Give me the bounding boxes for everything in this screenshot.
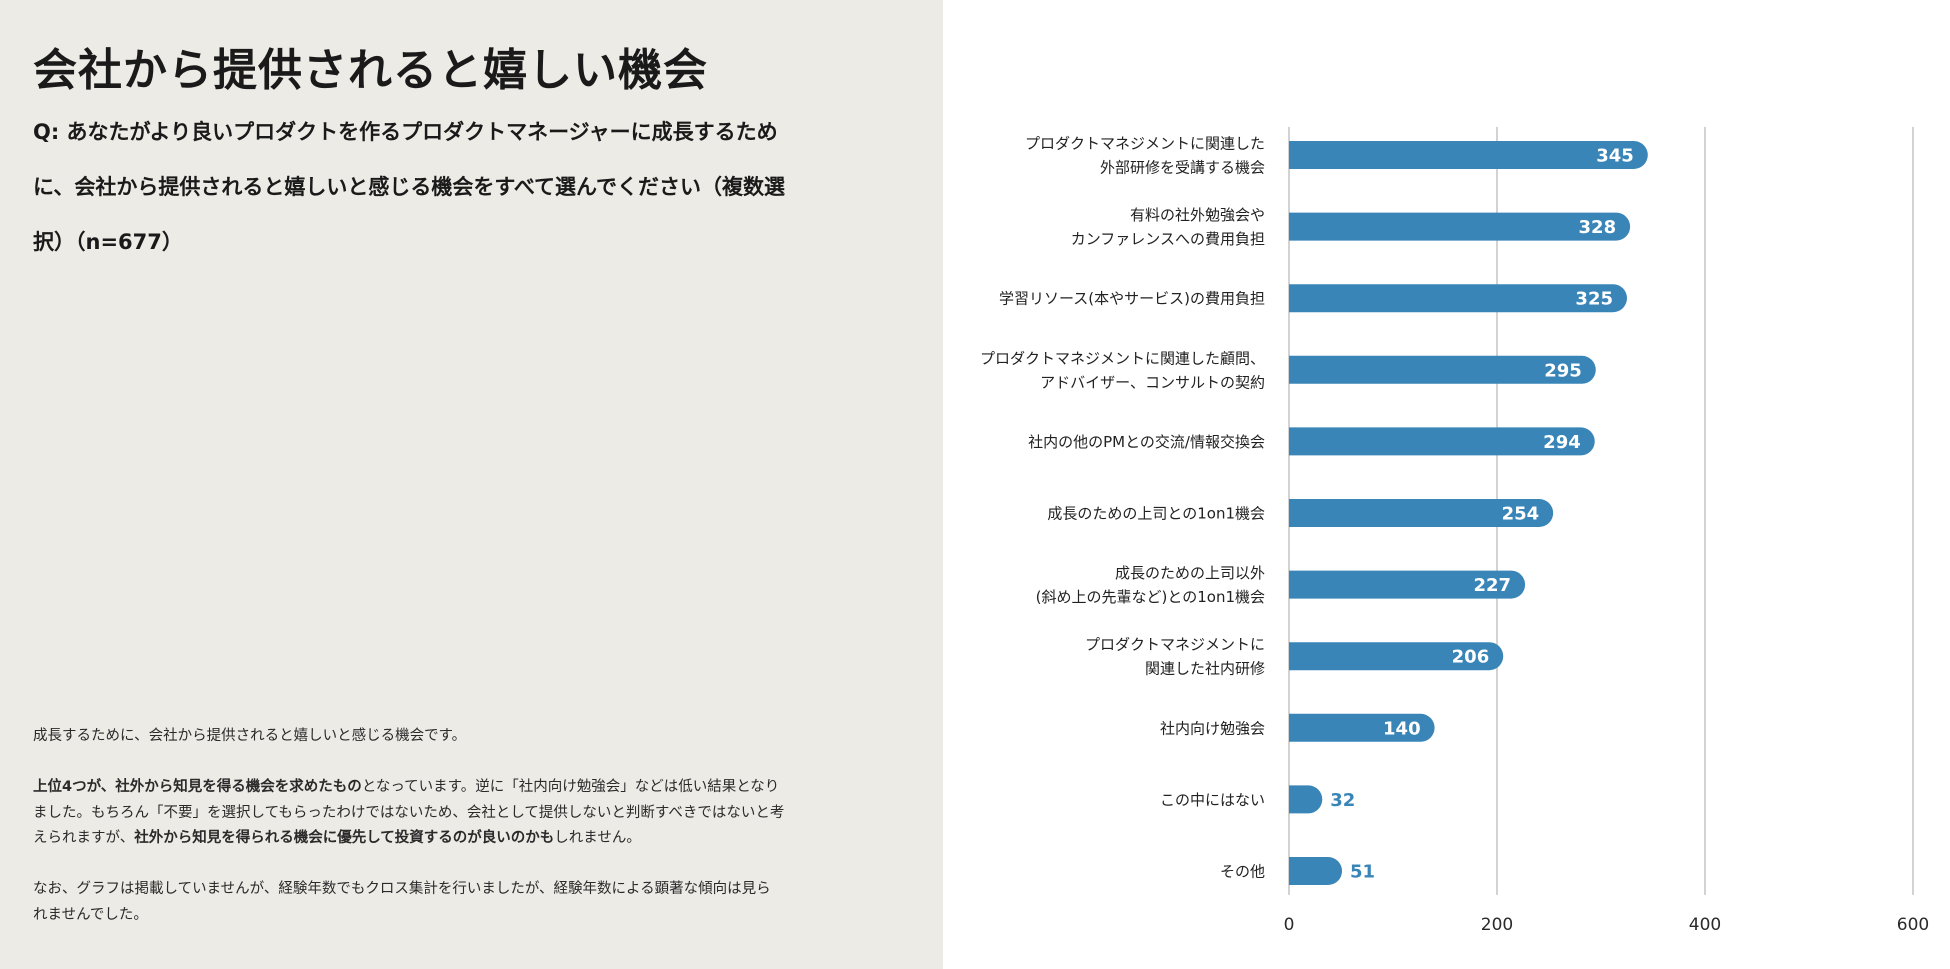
bar	[1289, 284, 1627, 313]
data-label: 51	[1350, 862, 1375, 883]
description-text-1: となっています。逆に「社内向け勉強会」などは低い結果となりました。もちろん「不要…	[33, 779, 785, 846]
data-label: 254	[1502, 504, 1540, 525]
category-label: アドバイザー、コンサルトの契約	[1040, 373, 1265, 391]
category-label: (斜め上の先輩など)との1on1機会	[1036, 588, 1265, 606]
bar-chart: 0 200 400 600 345 プロダクトマネジメントに関連した外部研修を受講する機会…	[980, 127, 1929, 935]
survey-question: Q: あなたがより良いプロダクトを作るプロダクトマネージャーに成長するために、会…	[33, 120, 786, 254]
category-label: 社内向け勉強会	[1160, 719, 1265, 737]
category-label: プロダクトマネジメントに関連した顧問、	[980, 349, 1265, 367]
data-label: 295	[1544, 360, 1582, 381]
data-label: 328	[1579, 217, 1617, 238]
data-label: 294	[1543, 432, 1581, 453]
category-label: 学習リソース(本やサービス)の費用負担	[999, 290, 1265, 308]
data-label: 206	[1452, 647, 1490, 668]
category-label: 成長のための上司以外	[1115, 564, 1265, 582]
bar	[1289, 212, 1631, 241]
x-tick-label: 600	[1897, 915, 1929, 935]
bar	[1289, 141, 1648, 169]
category-label: その他	[1220, 863, 1265, 881]
category-label: 有料の社外勉強会や	[1130, 206, 1265, 224]
category-label: この中にはない	[1160, 791, 1265, 809]
bar	[1289, 499, 1554, 527]
data-label: 345	[1596, 146, 1634, 167]
page-title: 会社から提供されると嬉しい機会	[33, 45, 708, 96]
category-label: カンファレンスへの費用負担	[1071, 230, 1265, 248]
data-label: 227	[1474, 575, 1512, 596]
data-label: 32	[1330, 790, 1355, 811]
bar	[1289, 642, 1504, 671]
x-tick-label: 400	[1689, 915, 1721, 935]
bar	[1289, 713, 1435, 742]
left-panel: 会社から提供されると嬉しい機会 Q: あなたがより良いプロダクトを作るプロダクト…	[0, 0, 943, 969]
category-label: 社内の他のPMとの交流/情報交換会	[1028, 433, 1265, 451]
x-tick-label: 200	[1481, 915, 1513, 935]
category-label: プロダクトマネジメントに関連した	[1025, 135, 1265, 153]
category-label: プロダクトマネジメントに	[1085, 636, 1265, 654]
category-label: 関連した社内研修	[1145, 660, 1265, 678]
description-paragraph-1: 成長するために、会社から提供されると嬉しいと感じる機会です。	[33, 728, 467, 744]
description-paragraph-3: なお、グラフは掲載していませんが、経験年数でもクロス集計を行いましたが、経験年数…	[33, 881, 771, 923]
data-label: 325	[1575, 289, 1613, 310]
description-highlight-2: 社外から知見を得られる機会に優先して投資するのが良いのかも	[134, 830, 555, 846]
bar	[1289, 570, 1526, 599]
data-label: 140	[1383, 718, 1421, 739]
bar	[1289, 355, 1596, 384]
description-highlight-1: 上位4つが、社外から知見を得る機会を求めたもの	[33, 779, 362, 795]
category-label: 外部研修を受講する機会	[1100, 159, 1265, 177]
bar	[1289, 785, 1323, 814]
bar	[1289, 857, 1343, 885]
description-paragraph-2: 上位4つが、社外から知見を得る機会を求めたものとなっています。逆に「社内向け勉強…	[33, 775, 785, 852]
x-tick-label: 0	[1284, 915, 1295, 935]
bar	[1289, 427, 1595, 456]
category-label: 成長のための上司との1on1機会	[1047, 505, 1265, 523]
description-text-2: しれません。	[554, 830, 641, 846]
description: 成長するために、会社から提供されると嬉しいと感じる機会です。 上位4つが、社外か…	[33, 724, 785, 928]
